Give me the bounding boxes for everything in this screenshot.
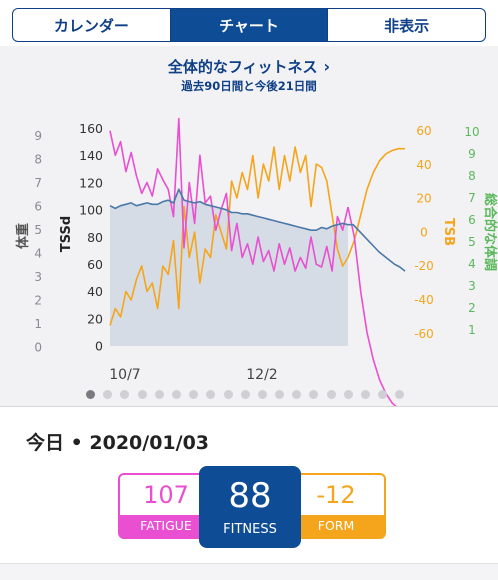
weight-tick-label: 9	[34, 129, 42, 143]
form-card: -12 FORM	[286, 473, 386, 539]
page-dot[interactable]	[326, 390, 336, 399]
wellness-tick-label: 8	[468, 169, 476, 183]
page-dot[interactable]	[86, 390, 95, 399]
fitness-label: FITNESS	[223, 522, 277, 537]
tsb-tick-label: 20	[416, 192, 431, 206]
page-indicator[interactable]	[86, 390, 405, 399]
today-date: 今日 • 2020/01/03	[26, 432, 210, 454]
bottom-panel	[0, 564, 498, 580]
tss-tick-label: 140	[79, 148, 103, 163]
weight-tick-label: 0	[34, 341, 42, 355]
wellness-tick-label: 2	[468, 301, 476, 315]
page-dot[interactable]	[343, 390, 353, 399]
fatigue-label: FATIGUE	[120, 515, 212, 537]
weight-tick-label: 5	[34, 223, 42, 237]
fitness-line-forecast	[348, 223, 406, 272]
tss-tick-label: 160	[79, 121, 103, 136]
page-dot[interactable]	[361, 390, 370, 399]
page-dot[interactable]	[395, 390, 405, 399]
page-dot[interactable]	[223, 390, 233, 399]
form-line-forecast	[347, 147, 405, 258]
page-dot[interactable]	[292, 390, 302, 399]
fatigue-line	[109, 117, 349, 272]
fitness-line	[109, 188, 349, 231]
tsb-axis-title: TSB	[441, 218, 456, 246]
page-dot[interactable]	[154, 390, 164, 399]
divider	[0, 406, 498, 407]
weight-tick-label: 8	[34, 153, 42, 167]
wellness-tick-label: 1	[468, 323, 476, 337]
tss-tick-label: 40	[87, 284, 103, 299]
tss-axis-title: TSSd	[59, 216, 74, 252]
tss-tick-label: 20	[87, 311, 103, 326]
tab-hide[interactable]: 非表示	[327, 9, 485, 41]
tss-tick-label: 100	[79, 203, 103, 218]
weight-tick-label: 1	[34, 317, 42, 331]
view-segmented-control: カレンダー チャート 非表示	[12, 8, 486, 42]
tsb-tick-label: 60	[416, 124, 431, 138]
page-dot[interactable]	[206, 390, 216, 399]
tab-chart[interactable]: チャート	[169, 9, 328, 41]
form-value: -12	[316, 481, 356, 509]
tab-calendar[interactable]: カレンダー	[53, 16, 129, 35]
wellness-tick-label: 7	[468, 191, 476, 205]
page-dot[interactable]	[137, 390, 147, 399]
page-dot[interactable]	[378, 390, 388, 399]
wellness-tick-label: 6	[468, 213, 476, 227]
weight-tick-label: 6	[34, 200, 42, 214]
tsb-tick-label: -40	[414, 293, 434, 307]
fatigue-line-forecast	[347, 206, 397, 406]
fitness-chart[interactable]: 98765432101601401201008060402006040200-2…	[0, 0, 498, 406]
x-tick-label: 12/2	[246, 367, 277, 383]
wellness-tick-label: 5	[468, 235, 476, 249]
wellness-tick-label: 9	[468, 147, 476, 161]
tsb-tick-label: -20	[414, 259, 434, 273]
page-dot[interactable]	[189, 390, 199, 399]
fitness-card: 88 FITNESS	[199, 466, 301, 548]
chart-title-link[interactable]: 全体的なフィットネス ›	[0, 56, 498, 77]
fatigue-value: 107	[143, 481, 189, 509]
page-dot[interactable]	[171, 390, 181, 399]
page-dot[interactable]	[103, 390, 113, 399]
weight-tick-label: 4	[34, 247, 42, 261]
page-dot[interactable]	[257, 390, 267, 399]
x-tick-label: 10/7	[109, 367, 140, 383]
weight-tick-label: 7	[34, 176, 42, 190]
page-dot[interactable]	[240, 390, 250, 399]
weight-tick-label: 3	[34, 270, 42, 284]
chart-subtitle: 過去90日間と今後21日間	[181, 79, 317, 93]
chart-title: 全体的なフィットネス	[167, 58, 318, 76]
weight-axis-title: 体重	[15, 223, 31, 249]
tsb-tick-label: -60	[414, 327, 434, 341]
divider	[0, 563, 498, 564]
wellness-tick-label: 4	[468, 257, 476, 271]
tsb-tick-label: 40	[416, 158, 431, 172]
fitness-value: 88	[228, 476, 272, 516]
tss-tick-label: 0	[95, 339, 103, 354]
form-label: FORM	[288, 515, 384, 537]
wellness-tick-label: 3	[468, 279, 476, 293]
tss-tick-label: 60	[87, 257, 103, 272]
wellness-tick-label: 10	[464, 125, 479, 139]
page-dot[interactable]	[309, 390, 319, 399]
tss-tick-label: 120	[79, 175, 103, 190]
tss-tick-label: 80	[87, 230, 103, 245]
fitness-area	[110, 189, 348, 346]
weight-tick-label: 2	[34, 294, 42, 308]
chevron-right-icon: ›	[323, 57, 331, 76]
page-dot[interactable]	[275, 390, 285, 399]
page-dot[interactable]	[120, 390, 130, 399]
tsb-tick-label: 0	[420, 225, 428, 239]
wellness-axis-title: 総合的な体調	[482, 193, 498, 271]
